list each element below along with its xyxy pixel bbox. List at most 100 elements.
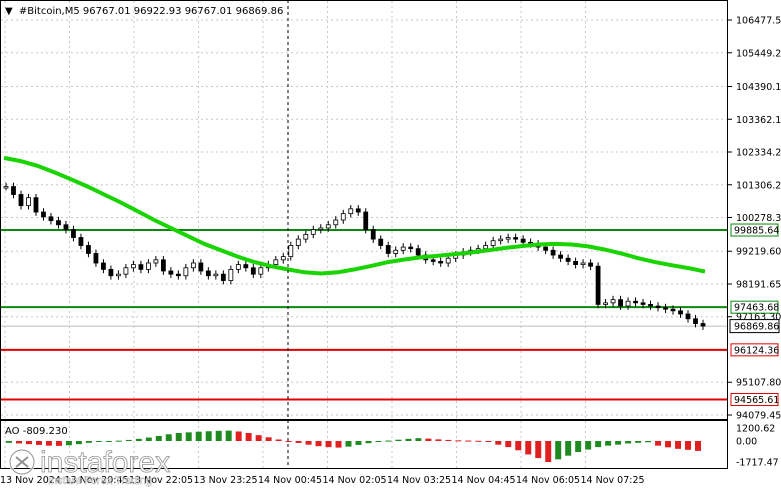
price-candle: [33, 197, 39, 213]
price-candle: [280, 256, 286, 261]
ao-bar: [265, 437, 272, 441]
price-candle: [93, 253, 99, 264]
ao-bar: [355, 441, 362, 445]
price-candle: [78, 237, 84, 246]
price-candle: [378, 238, 384, 246]
symbol-ohlc-text: #Bitcoin,M5 96767.01 96922.93 96767.01 9…: [19, 6, 283, 17]
price-candle: [483, 245, 489, 250]
horizontal-levels[interactable]: 99885.64 97463.68 96124.36 94565.61 96869.86: [1, 223, 780, 407]
price-candle: [430, 259, 436, 262]
price-candle: [595, 265, 601, 305]
price-candle: [258, 267, 264, 275]
ao-bar: [195, 431, 202, 441]
price-candle: [505, 237, 511, 240]
price-candle: [63, 224, 69, 230]
ao-bar: [695, 441, 701, 451]
price-tick-label: 94079.45: [736, 411, 781, 422]
ao-bar: [135, 438, 142, 441]
price-candle: [685, 313, 691, 320]
ao-bar: [45, 441, 52, 446]
price-candle: [273, 259, 279, 266]
ao-bar: [665, 441, 672, 448]
ao-bar: [125, 439, 132, 441]
ao-bar: [245, 432, 252, 441]
price-candle: [355, 208, 361, 213]
ao-bar: [365, 441, 372, 444]
price-candle: [295, 238, 301, 246]
ao-bar: [65, 441, 72, 446]
ao-bar: [145, 437, 152, 441]
ao-bar: [565, 441, 572, 456]
ao-bar: [325, 441, 332, 448]
grid: [1, 1, 727, 468]
time-tick-label: 14 Nov 07:25: [581, 475, 645, 486]
price-candle: [108, 268, 114, 277]
price-candle: [558, 254, 564, 259]
ao-bar: [375, 441, 382, 442]
collapse-arrow-icon[interactable]: ▼: [5, 6, 13, 17]
ao-bar: [305, 441, 312, 445]
ao-indicator-label: AO -809.230: [5, 426, 68, 437]
ao-bar: [95, 441, 102, 442]
price-tick-label: 104390.10: [736, 82, 781, 93]
price-tick-label: 105449.20: [736, 48, 781, 59]
price-candle: [26, 197, 31, 207]
price-tick-label: 102334.20: [736, 148, 781, 159]
ao-bar: [115, 440, 122, 442]
ao-bar: [345, 441, 352, 447]
ao-bar: [85, 441, 92, 443]
price-candle: [160, 259, 166, 272]
price-candle: [310, 229, 316, 235]
ao-bar: [295, 441, 302, 443]
chart-header: ▼ #Bitcoin,M5 96767.01 96922.93 96767.01…: [5, 6, 283, 17]
price-candle: [213, 273, 219, 277]
time-tick-label: 14 Nov 06:05: [516, 475, 580, 486]
ao-bar: [635, 441, 642, 443]
level-price-label: 99885.64: [734, 226, 779, 237]
price-tick-label: 101306.25: [736, 180, 781, 191]
ao-bar: [405, 438, 412, 441]
price-candle: [640, 302, 646, 305]
price-candle: [693, 318, 698, 324]
ao-bar: [55, 441, 62, 446]
ao-bar: [505, 441, 512, 448]
ao-bar: [175, 432, 182, 441]
ao-bar: [615, 441, 622, 445]
price-candle: [250, 267, 256, 275]
price-candle: [183, 267, 189, 277]
current-price-box: [729, 319, 780, 334]
price-tick-label: 103362.15: [736, 115, 781, 126]
ao-bar: [155, 436, 162, 441]
ao-tick-label: -1717.47: [736, 458, 779, 469]
price-candle: [498, 238, 504, 242]
price-candle: [648, 304, 653, 307]
time-axis: 13 Nov 2024 13 Nov 20:45 13 Nov 22:05 13 No…: [0, 475, 645, 486]
instaforex-logo: instaforex Instant Forex Trading: [8, 446, 170, 487]
ao-bar: [385, 440, 392, 442]
ao-bar: [475, 440, 482, 442]
price-candle: [513, 237, 519, 240]
price-candle: [228, 268, 234, 281]
ao-bar: [585, 441, 592, 450]
price-candle: [101, 262, 106, 270]
price-candle: [543, 246, 549, 251]
level-price-box: [730, 300, 779, 314]
ao-tick-label: 0.00: [736, 437, 757, 448]
ao-bar: [575, 441, 582, 453]
moving-average-line: [3, 155, 706, 276]
price-candle: [190, 262, 196, 269]
ao-bar: [495, 441, 502, 445]
time-tick-label: 14 Nov 02:05: [323, 475, 387, 486]
ao-bar: [25, 441, 32, 445]
ao-bar: [335, 441, 342, 448]
price-candle: [385, 245, 391, 254]
price-candle: [145, 262, 151, 270]
level-price-box: [730, 223, 779, 237]
ao-bar: [215, 430, 222, 441]
price-tick-label: 100278.30: [736, 213, 781, 224]
ao-bar: [485, 441, 492, 442]
price-candle: [48, 216, 54, 222]
price-tick-label: 98191.65: [736, 279, 781, 290]
price-candle: [363, 211, 369, 230]
